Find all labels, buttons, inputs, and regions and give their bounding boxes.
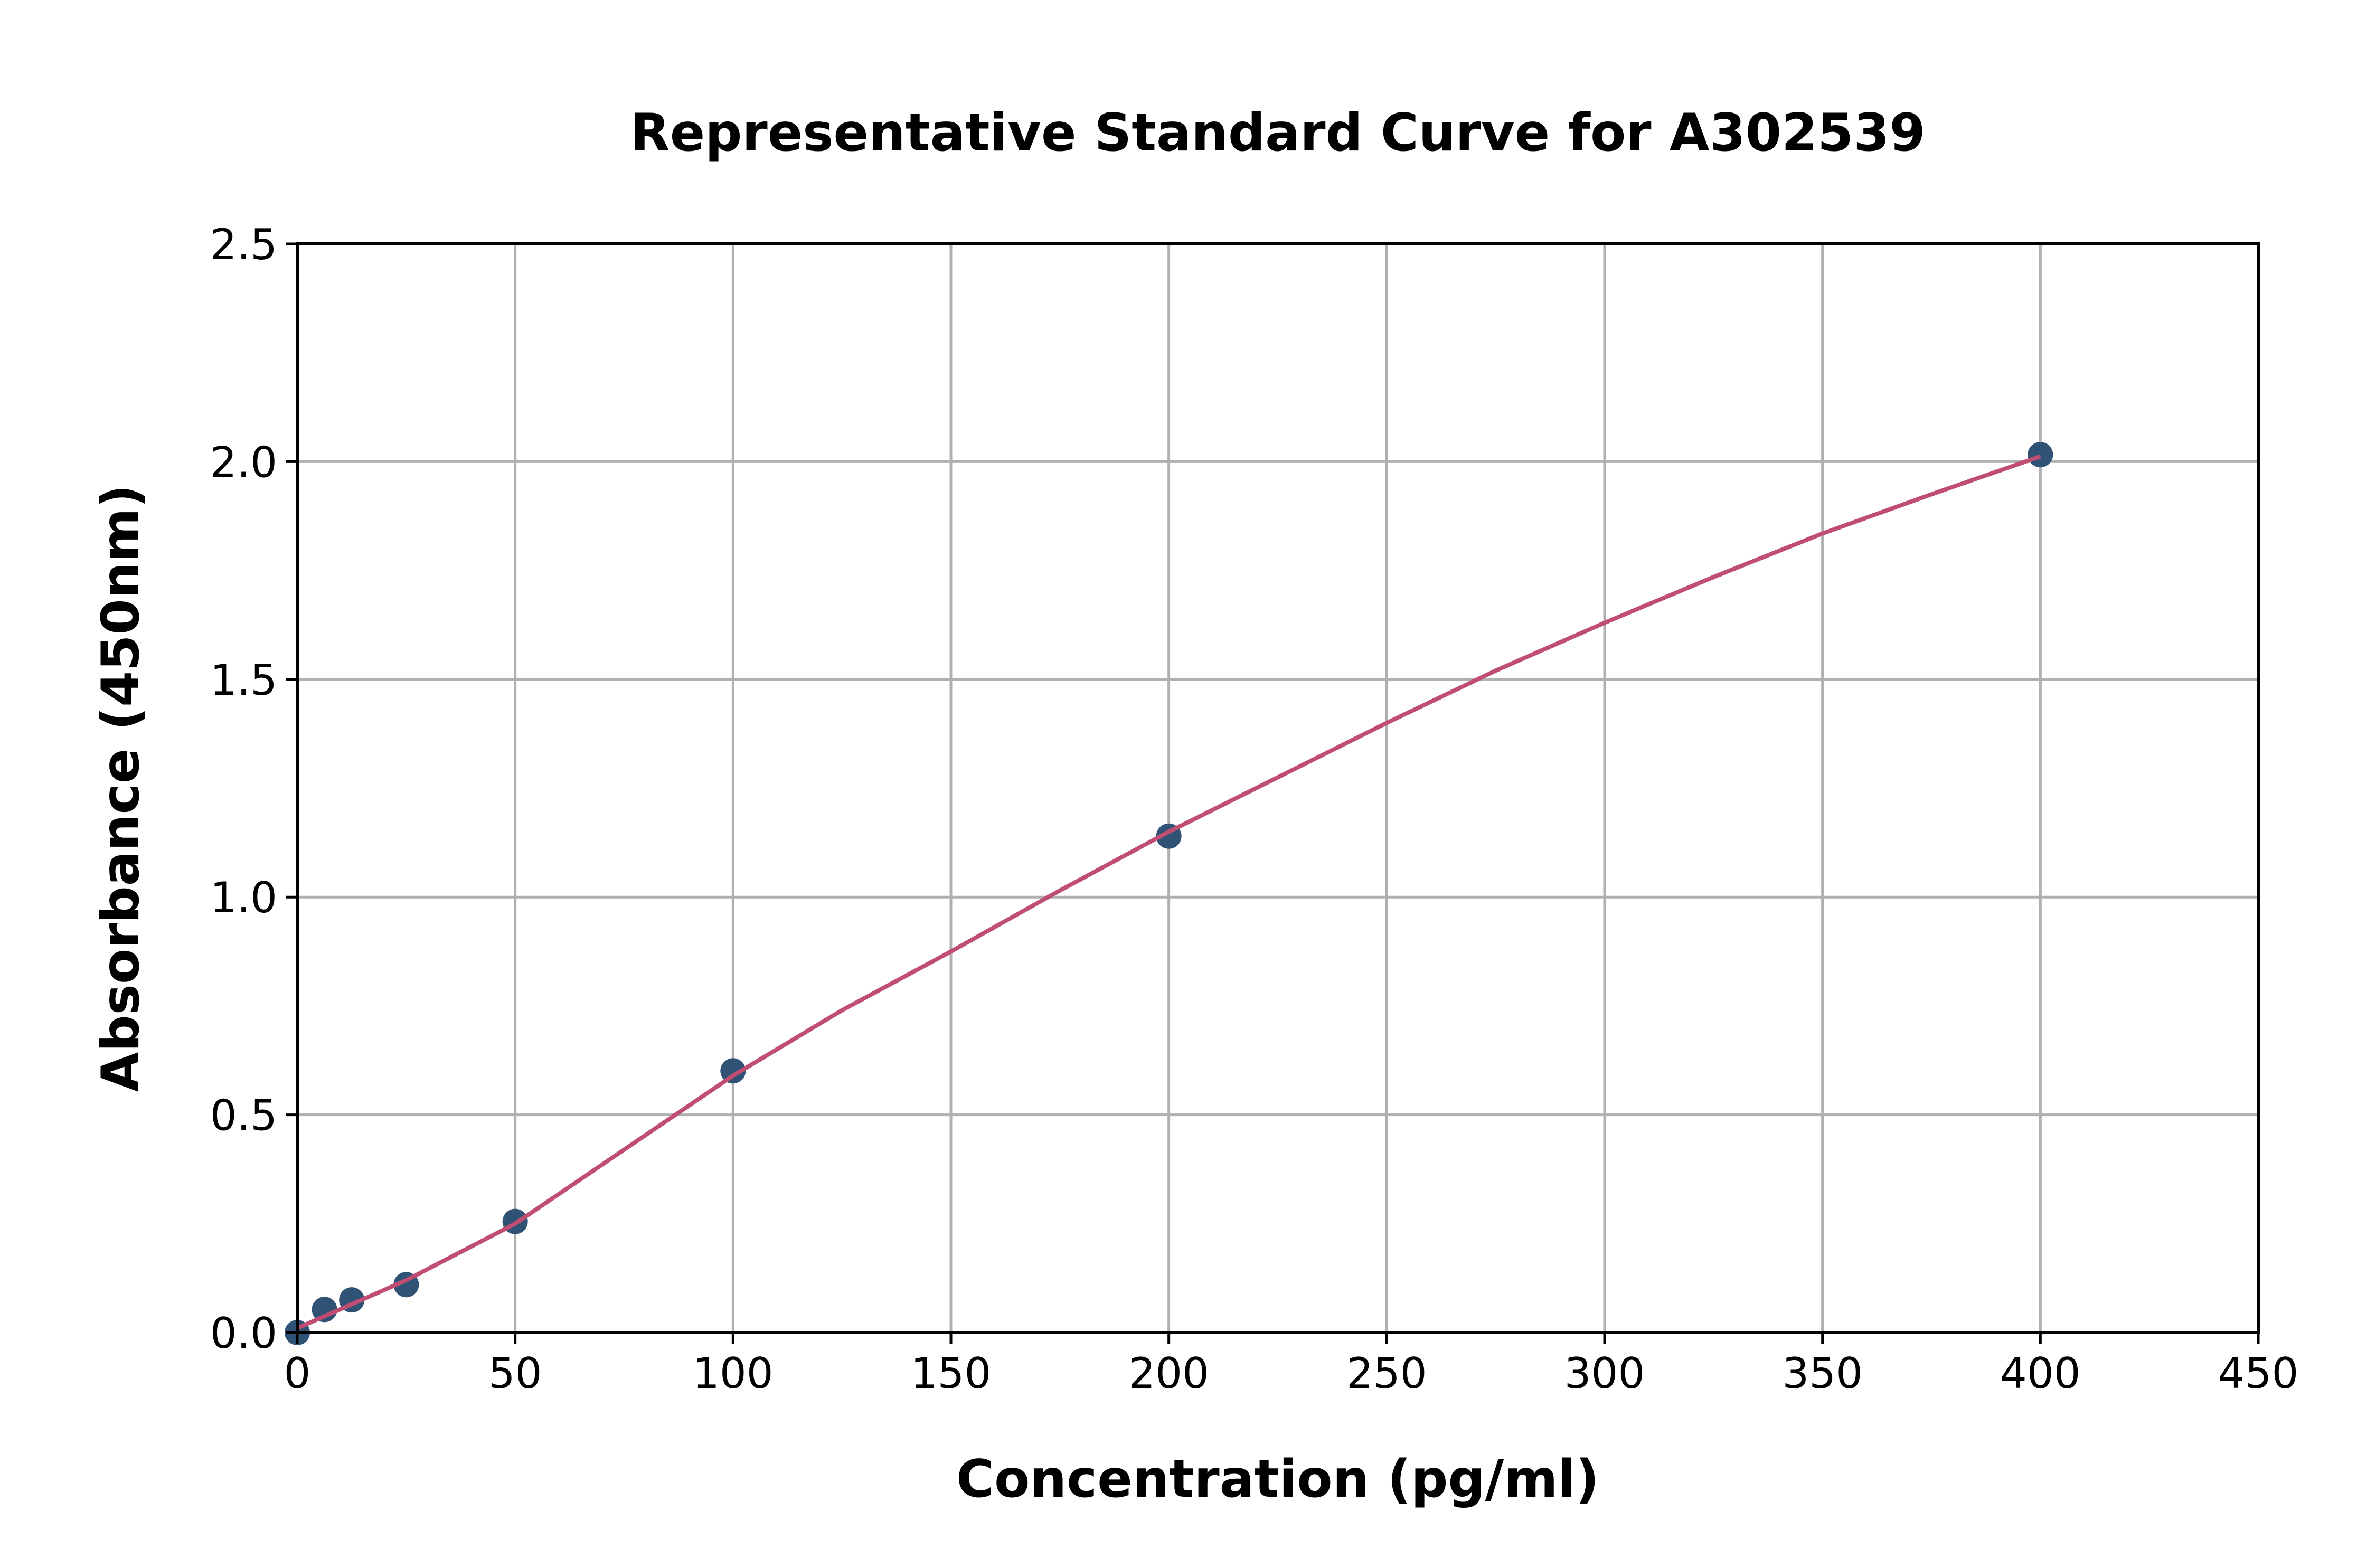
x-tick-label: 0 [284, 1349, 311, 1398]
y-tick-label: 0.0 [210, 1309, 277, 1358]
x-tick-label: 50 [488, 1349, 542, 1398]
x-tick-label: 450 [2218, 1349, 2299, 1398]
data-point [2028, 442, 2053, 468]
y-tick-label: 0.5 [210, 1091, 277, 1140]
x-tick-label: 350 [1782, 1349, 1863, 1398]
x-tick-label: 100 [693, 1349, 774, 1398]
chart-title: Representative Standard Curve for A30253… [630, 103, 1925, 163]
y-tick-label: 2.5 [210, 220, 277, 269]
data-point [720, 1058, 746, 1084]
y-tick-label: 1.5 [210, 656, 277, 705]
grid [296, 242, 2260, 1334]
x-tick-label: 150 [911, 1349, 992, 1398]
y-tick-label: 2.0 [210, 438, 277, 487]
plot-frame [296, 242, 2260, 1334]
x-tick-label: 250 [1346, 1349, 1427, 1398]
y-axis-label: Absorbance (450nm) [91, 485, 151, 1092]
fit-curve-layer [296, 454, 2041, 1330]
x-tick-label: 200 [1128, 1349, 1209, 1398]
x-tick-label: 300 [1564, 1349, 1645, 1398]
data-point [312, 1297, 337, 1323]
fit-curve [296, 454, 2041, 1330]
y-tick-label: 1.0 [210, 873, 277, 922]
x-tick-label: 400 [2000, 1349, 2081, 1398]
axis-ticks: 0 50 100 150 200 250 300 350 400 450 0.0 0.5 1.0 1.5 2… [210, 220, 2299, 1398]
x-axis-label: Concentration (pg/ml) [956, 1449, 1599, 1509]
